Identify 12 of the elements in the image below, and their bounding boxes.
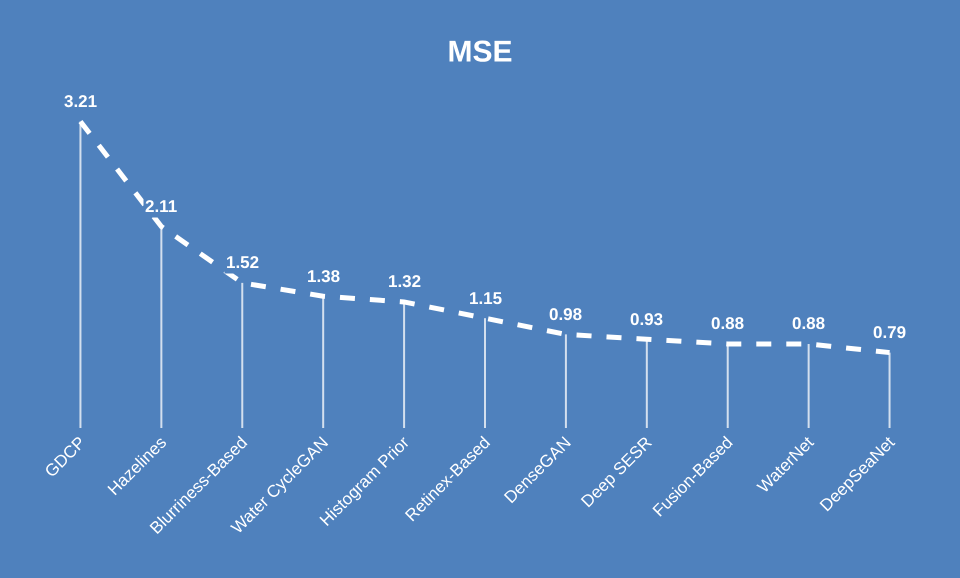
data-label: 1.32 [388, 272, 422, 291]
data-label: 3.21 [64, 92, 98, 111]
data-label: 2.11 [145, 197, 178, 216]
data-label: 1.38 [307, 267, 340, 286]
data-label: 0.93 [630, 310, 664, 329]
data-label: 1.52 [226, 253, 260, 272]
data-label: 0.79 [873, 323, 906, 342]
data-label: 0.88 [711, 314, 744, 333]
chart-title: MSE [447, 35, 513, 68]
data-label: 1.15 [469, 289, 502, 308]
data-label: 0.88 [792, 314, 826, 333]
data-label: 0.98 [549, 305, 582, 324]
